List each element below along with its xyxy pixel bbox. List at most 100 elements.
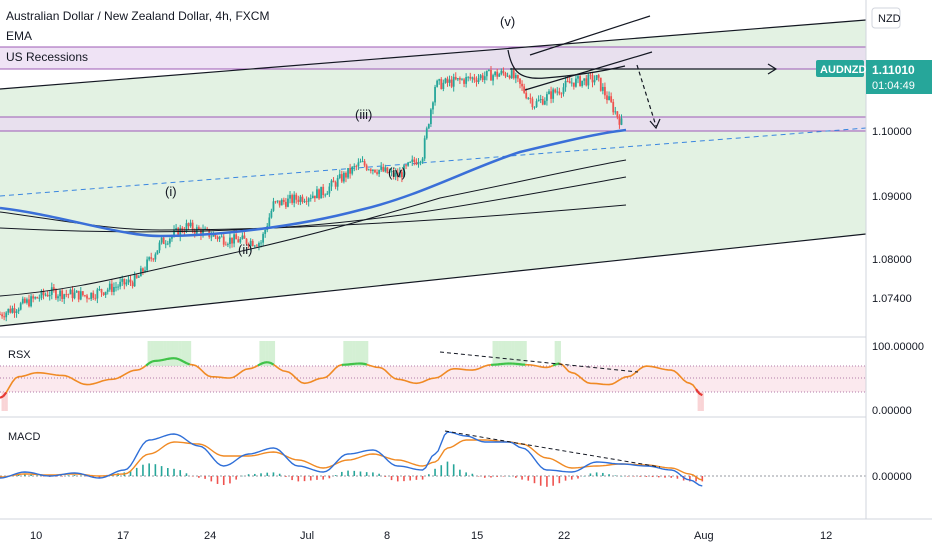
candle-body [342,172,345,182]
macd-histogram-bar [558,476,561,484]
candle-body [44,294,47,296]
rsx-zone-shade [349,341,353,366]
candle-body [253,245,256,247]
candle-body [278,200,281,206]
rsx-zone-shade [271,341,276,366]
macd-pane: MACD [0,430,866,487]
macd-histogram-bar [79,475,82,476]
candle-body [454,76,457,80]
candle-body [131,282,134,287]
macd-histogram-bar [415,476,418,480]
macd-histogram-bar [135,467,138,476]
macd-histogram-bar [154,464,157,476]
macd-label[interactable]: MACD [8,431,40,443]
ema-fast-black [0,159,627,297]
rsx-zone-shade [554,341,558,366]
candle-body [442,82,445,89]
indicator-us-recessions-label[interactable]: US Recessions [6,50,88,64]
wave-label-v: (v) [500,14,515,29]
candle-body [440,79,443,89]
rsx-extreme-segment [269,361,274,366]
rsx-zone-shade [365,341,369,366]
rsx-extreme-segment [161,358,165,362]
candle-body [185,223,188,232]
rsx-zone-shade [159,341,164,366]
candle-body [251,240,254,247]
rsx-label[interactable]: RSX [8,349,31,361]
indicator-ema-label[interactable]: EMA [6,29,32,43]
macd-histogram-bar [440,465,443,476]
candle-body [241,235,244,239]
wedge-upper-line [529,15,651,56]
wave-label-iv: (iv) [388,165,406,180]
candle-body [423,138,426,159]
candle-body [255,245,258,247]
macd-histogram-bar [490,476,492,478]
candle-body [200,229,202,236]
projection-curve [507,49,626,79]
macd-histogram-bar [316,476,318,480]
macd-histogram-bar [98,476,101,478]
macd-histogram-bar [465,472,467,476]
rsx-zone-shade [492,341,496,366]
candle-body [57,296,59,299]
macd-histogram-bar [86,476,88,477]
candle-body [444,78,447,83]
macd-histogram [0,461,704,487]
candle-body [461,79,463,81]
candle-body [415,161,418,165]
rsx-shading [1,341,704,411]
rsx-zone-shade [495,341,499,366]
candle-body [150,257,153,259]
macd-histogram-bar [539,476,542,486]
candle-body [523,86,526,93]
candle-body [88,298,90,300]
rsx-extreme-segment [695,388,701,395]
candle-body [427,124,430,129]
macd-histogram-bar [198,476,200,478]
rsx-zone-shade [498,341,502,366]
time-tick: 17 [117,530,129,542]
rsx-zone-shade [175,341,179,366]
macd-histogram-bar [595,472,598,476]
candle-body [558,91,561,94]
candle-body [519,78,521,84]
price-badge [866,60,932,94]
candle-body [168,238,171,244]
chart-title: Australian Dollar / New Zealand Dollar, … [6,9,269,23]
candle-body [471,77,474,79]
candle-body [160,237,163,243]
macd-histogram-bar [676,476,679,479]
candle-body [222,236,225,245]
candle-body [84,295,86,297]
candle-body [405,165,407,167]
rsx-zone-shade [557,341,561,366]
chart-header: Australian Dollar / New Zealand Dollar, … [6,9,269,64]
candle-body [154,254,157,260]
candle-body [610,96,613,102]
rsx-zone-shade [361,341,366,366]
time-axis[interactable]: 10 17 24 Jul 8 15 22 Aug 12 [0,518,932,542]
candle-body [258,242,260,247]
candle-body [79,291,82,300]
candle-body [7,308,10,313]
macd-histogram-bar [689,476,691,482]
candle-body [287,198,289,207]
candle-body [502,70,505,74]
candle-body [599,77,602,91]
rsx-extreme-segment [2,391,8,398]
macd-histogram-bar [30,474,32,476]
candle-body [504,73,507,77]
macd-histogram-bar [651,476,654,478]
macd-histogram-bar [55,476,57,477]
candle-body [430,109,432,125]
candle-body [382,166,385,172]
currency-button[interactable] [871,7,901,29]
macd-histogram-bar [570,476,573,480]
candle-body [307,198,310,202]
candle-body [69,289,72,295]
candle-body [340,174,343,182]
candle-body [601,86,604,91]
candle-body [620,118,623,125]
